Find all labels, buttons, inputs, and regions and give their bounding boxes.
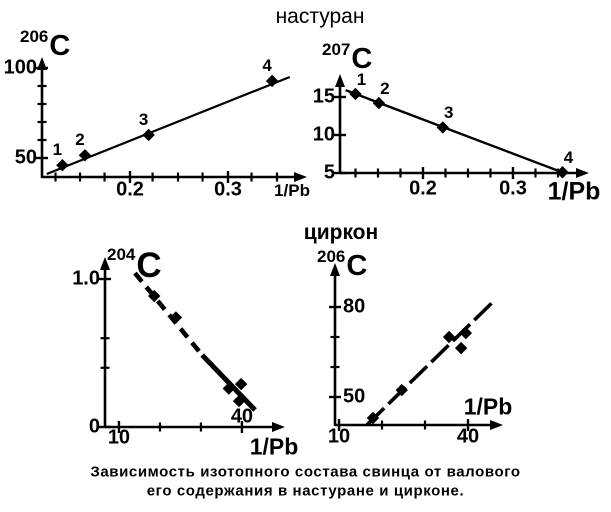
- point-label: 1: [52, 140, 63, 160]
- x-axis-arrow-icon: [272, 422, 285, 432]
- y-axis-arrow-icon: [335, 74, 345, 87]
- x-axis-arrow-icon: [294, 172, 307, 182]
- data-point: [56, 158, 69, 172]
- x-tick-label: 10: [327, 425, 351, 448]
- y-tick-label: 10: [312, 123, 335, 146]
- x-tick-label: 0.3: [499, 177, 527, 200]
- group-title-zircon: циркон: [303, 221, 379, 244]
- isotope-mass-number: 204: [107, 245, 136, 264]
- x-axis-arrow-icon: [490, 420, 503, 430]
- point-label: 2: [75, 130, 85, 150]
- data-point: [148, 289, 161, 303]
- data-point: [556, 166, 569, 179]
- data-point: [234, 377, 248, 391]
- isotope-mass-number: 207: [322, 40, 351, 59]
- data-point: [78, 149, 92, 162]
- figure-caption-line-1: Зависимость изотопного состава свинца от…: [90, 463, 521, 481]
- x-axis-label-nasturan-207: 1/Pb: [547, 177, 601, 206]
- y-axis-arrow-icon: [330, 263, 340, 276]
- isotope-symbol: C: [346, 250, 367, 282]
- data-point: [459, 326, 473, 340]
- y-axis-title-207C-nasturan: 207 C: [322, 40, 372, 75]
- data-point: [222, 382, 236, 395]
- y-tick-label: 1.0: [72, 267, 100, 290]
- x-tick-label: 0.2: [116, 178, 144, 201]
- y-axis-title-204C-zircon: 204 C: [107, 245, 162, 285]
- x-axis-arrow-icon: [576, 168, 589, 178]
- data-point: [442, 330, 456, 344]
- data-point: [169, 311, 183, 324]
- y-axis-title-206C-zircon: 206 C: [317, 247, 367, 282]
- x-axis-label-nasturan-206: 1/Pb: [274, 181, 310, 200]
- y-tick-label: 0: [88, 415, 100, 438]
- y-axis-arrow-icon: [100, 257, 110, 270]
- data-point: [436, 121, 449, 134]
- y-tick-label: 5: [323, 161, 335, 184]
- y-axis-arrow-icon: [37, 57, 47, 70]
- data-point: [232, 394, 246, 408]
- x-tick-label: 0.3: [214, 178, 242, 201]
- group-title-nasturan: настуран: [275, 5, 365, 28]
- data-point: [366, 411, 380, 425]
- data-point: [454, 341, 468, 355]
- x-axis-label-zircon-206: 1/Pb: [463, 393, 513, 420]
- point-label: 3: [444, 103, 454, 123]
- trend-line-dashed: [133, 271, 204, 357]
- data-point: [142, 128, 155, 142]
- y-tick-label: 100: [3, 56, 37, 79]
- isotope-mass-number: 206: [20, 27, 49, 46]
- point-label: 1: [356, 69, 367, 89]
- point-label: 2: [380, 79, 390, 99]
- x-tick-label: 0.2: [409, 177, 437, 200]
- y-tick-label: 80: [343, 295, 366, 318]
- point-label: 4: [262, 55, 272, 75]
- x-tick-label: 40: [456, 425, 480, 448]
- data-point: [349, 87, 362, 101]
- isotope-symbol: C: [49, 30, 70, 62]
- x-axis-label-zircon-204: 1/Pb: [249, 433, 299, 460]
- y-tick-label: 50: [343, 385, 366, 408]
- data-point: [372, 96, 386, 110]
- isotope-symbol: C: [136, 246, 161, 285]
- y-axis-title-206C-nasturan: 206 C: [20, 27, 70, 62]
- y-tick-label: 50: [14, 146, 37, 169]
- isotope-mass-number: 206: [317, 247, 346, 266]
- isotope-symbol: C: [351, 43, 372, 75]
- x-tick-label: 10: [107, 426, 131, 449]
- data-point: [265, 74, 279, 88]
- figure-caption-line-2: его содержания в настуране и цирконе.: [146, 482, 465, 500]
- y-tick-label: 15: [312, 85, 335, 108]
- point-label: 3: [138, 109, 149, 129]
- x-tick-label: 40: [230, 405, 254, 428]
- data-point: [395, 383, 408, 397]
- point-label: 4: [563, 148, 574, 168]
